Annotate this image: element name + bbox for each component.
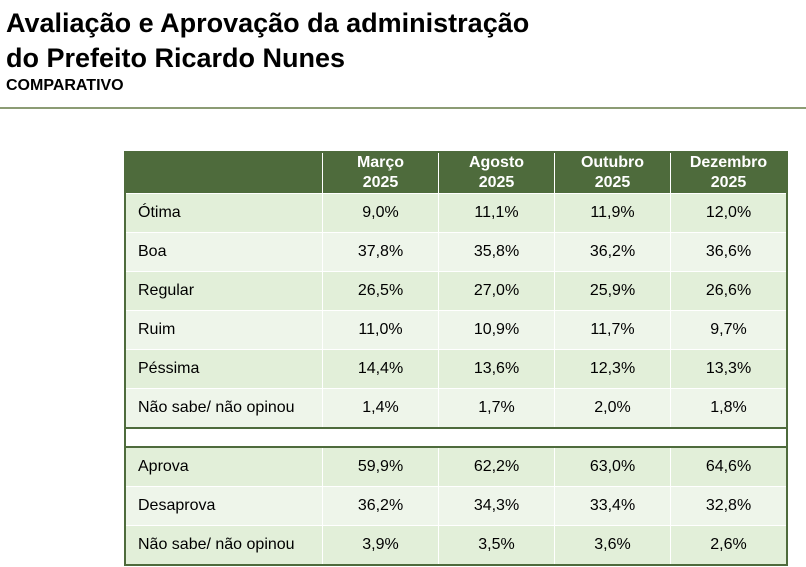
value-cell: 35,8%: [438, 232, 555, 272]
table-row: Desaprova 36,2% 34,3% 33,4% 32,8%: [124, 486, 788, 526]
row-label: Não sabe/ não opinou: [124, 525, 323, 566]
table-row: Ruim 11,0% 10,9% 11,7% 9,7%: [124, 310, 788, 350]
table-row: Não sabe/ não opinou 3,9% 3,5% 3,6% 2,6%: [124, 525, 788, 566]
row-label: Ruim: [124, 310, 323, 350]
value-cell: 36,2%: [322, 486, 439, 526]
table-row: Aprova 59,9% 62,2% 63,0% 64,6%: [124, 446, 788, 487]
row-label: Aprova: [124, 446, 323, 487]
value-cell: 36,6%: [670, 232, 788, 272]
column-month: Outubro: [580, 154, 645, 171]
value-cell: 64,6%: [670, 446, 788, 487]
value-cell: 62,2%: [438, 446, 555, 487]
header-cell: Dezembro 2025: [670, 151, 788, 194]
value-cell: 3,9%: [322, 525, 439, 566]
table-row: Boa 37,8% 35,8% 36,2% 36,6%: [124, 232, 788, 272]
separator-row: [124, 427, 788, 448]
table-row: Péssima 14,4% 13,6% 12,3% 13,3%: [124, 349, 788, 389]
value-cell: 3,6%: [554, 525, 671, 566]
value-cell: 13,3%: [670, 349, 788, 389]
value-cell: 9,7%: [670, 310, 788, 350]
column-month: Dezembro: [689, 154, 768, 171]
value-cell: 26,5%: [322, 271, 439, 311]
value-cell: 1,8%: [670, 388, 788, 429]
value-cell: 1,7%: [438, 388, 555, 429]
row-label: Ótima: [124, 193, 323, 233]
row-label: Péssima: [124, 349, 323, 389]
table-row: Não sabe/ não opinou 1,4% 1,7% 2,0% 1,8%: [124, 388, 788, 429]
value-cell: 63,0%: [554, 446, 671, 487]
value-cell: 33,4%: [554, 486, 671, 526]
row-label: Desaprova: [124, 486, 323, 526]
table-row: Ótima 9,0% 11,1% 11,9% 12,0%: [124, 193, 788, 233]
value-cell: 34,3%: [438, 486, 555, 526]
value-cell: 27,0%: [438, 271, 555, 311]
value-cell: 59,9%: [322, 446, 439, 487]
value-cell: 12,0%: [670, 193, 788, 233]
value-cell: 9,0%: [322, 193, 439, 233]
title: Avaliação e Aprovação da administração d…: [6, 6, 529, 76]
header-cell: [124, 151, 323, 194]
column-month: Março: [356, 154, 405, 171]
value-cell: 32,8%: [670, 486, 788, 526]
value-cell: 25,9%: [554, 271, 671, 311]
divider: [0, 107, 806, 109]
column-month: Agosto: [468, 154, 525, 171]
value-cell: 11,1%: [438, 193, 555, 233]
subtitle: COMPARATIVO: [6, 77, 124, 94]
row-label: Boa: [124, 232, 323, 272]
header-cell: Março 2025: [322, 151, 439, 194]
value-cell: 2,0%: [554, 388, 671, 429]
title-line: Avaliação e Aprovação da administração: [6, 8, 530, 38]
value-cell: 36,2%: [554, 232, 671, 272]
value-cell: 11,9%: [554, 193, 671, 233]
column-year: 2025: [478, 174, 515, 191]
value-cell: 13,6%: [438, 349, 555, 389]
value-cell: 11,7%: [554, 310, 671, 350]
header-cell: Outubro 2025: [554, 151, 671, 194]
table-row: Regular 26,5% 27,0% 25,9% 26,6%: [124, 271, 788, 311]
value-cell: 14,4%: [322, 349, 439, 389]
value-cell: 2,6%: [670, 525, 788, 566]
column-year: 2025: [362, 174, 399, 191]
value-cell: 37,8%: [322, 232, 439, 272]
header-cell: Agosto 2025: [438, 151, 555, 194]
row-label: Regular: [124, 271, 323, 311]
value-cell: 26,6%: [670, 271, 788, 311]
value-cell: 10,9%: [438, 310, 555, 350]
row-label: Não sabe/ não opinou: [124, 388, 323, 429]
table: Março 2025 Agosto 2025 Outubro 2025 Dezembro 20…: [124, 151, 788, 566]
header-row: Março 2025 Agosto 2025 Outubro 2025 Dezembro 20…: [124, 151, 788, 194]
column-year: 2025: [594, 174, 631, 191]
title-line: do Prefeito Ricardo Nunes: [6, 43, 346, 73]
separator-cell: [124, 427, 788, 448]
value-cell: 3,5%: [438, 525, 555, 566]
value-cell: 12,3%: [554, 349, 671, 389]
column-year: 2025: [710, 174, 747, 191]
value-cell: 1,4%: [322, 388, 439, 429]
value-cell: 11,0%: [322, 310, 439, 350]
